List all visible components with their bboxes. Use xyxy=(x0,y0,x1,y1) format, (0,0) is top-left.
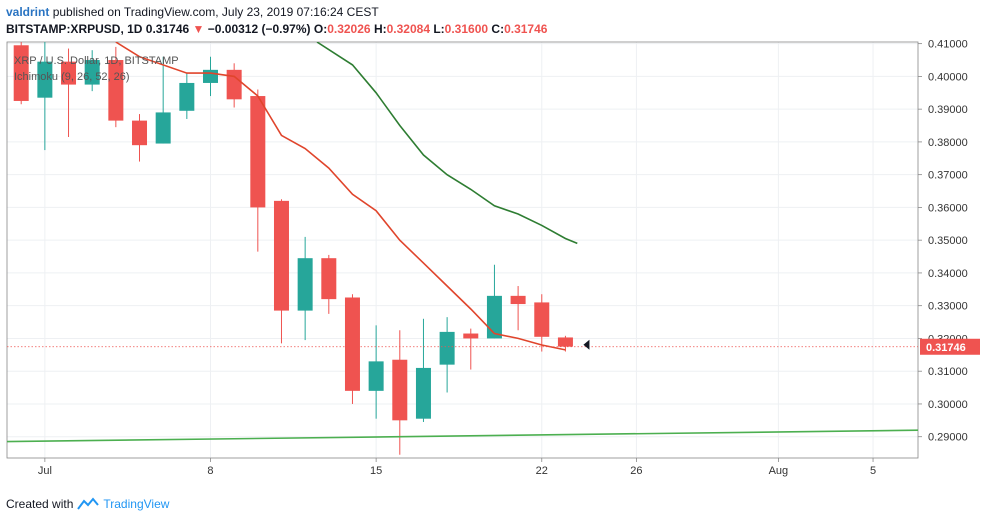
x-tick-label: 22 xyxy=(536,465,548,477)
high-label: H: xyxy=(373,22,387,36)
y-tick-label: 0.39000 xyxy=(928,104,968,116)
open-value: 0.32026 xyxy=(327,22,371,36)
candle-body xyxy=(321,258,337,300)
author-name[interactable]: valdrint xyxy=(6,5,50,19)
candle-body xyxy=(557,337,573,347)
close-label: C: xyxy=(491,22,505,36)
y-tick-label: 0.30000 xyxy=(928,399,968,411)
price-chart[interactable]: 0.41000 0.40000 0.39000 0.38000 0.37000 0.360… xyxy=(0,0,987,490)
low-value: 0.31600 xyxy=(444,22,489,36)
candle-body xyxy=(13,45,29,101)
candle-body xyxy=(486,295,502,339)
last-price: 0.31746 xyxy=(145,22,190,36)
candle-body xyxy=(297,258,313,311)
candle-body xyxy=(534,302,550,337)
footer: Created with TradingView xyxy=(6,497,169,511)
candle-body xyxy=(61,61,77,85)
candle-body xyxy=(132,120,148,146)
x-tick-label: Jul xyxy=(38,465,52,477)
price-change: −0.00312 (−0.97%) xyxy=(207,22,311,36)
candle-body xyxy=(179,82,195,111)
candle-body xyxy=(415,367,431,419)
y-tick-label: 0.37000 xyxy=(928,170,968,182)
candle-body xyxy=(273,200,289,311)
y-tick-label: 0.36000 xyxy=(928,202,968,214)
candle-body xyxy=(202,69,218,83)
candle-body xyxy=(463,333,479,339)
chart-legend-indicator: Ichimoku (9, 26, 52, 26) xyxy=(14,71,130,83)
y-tick-label: 0.34000 xyxy=(928,268,968,280)
conversion-line xyxy=(115,42,566,351)
candle-body xyxy=(84,60,100,85)
trend-line xyxy=(7,429,918,443)
x-tick-label: 15 xyxy=(370,465,382,477)
publish-info: valdrint published on TradingView.com, J… xyxy=(6,5,379,19)
y-tick-label: 0.38000 xyxy=(928,137,968,149)
open-label: O: xyxy=(313,22,328,36)
high-value: 0.32084 xyxy=(386,22,430,36)
candle-body xyxy=(439,331,455,365)
candle-body xyxy=(108,60,124,121)
tradingview-logo-icon xyxy=(77,497,100,510)
candle-body xyxy=(155,112,171,144)
y-tick-label: 0.29000 xyxy=(928,432,968,444)
y-tick-label: 0.41000 xyxy=(928,39,968,51)
x-tick-label: 8 xyxy=(207,465,213,477)
down-arrow-icon: ▼ xyxy=(192,22,205,36)
plot-frame xyxy=(6,41,919,459)
chart-legend-symbol: XRP / U.S. Dollar, 1D, BITSTAMP xyxy=(14,55,179,67)
low-label: L: xyxy=(433,22,445,36)
candle-body xyxy=(368,361,384,391)
candle-body xyxy=(510,295,526,305)
x-tick-label: Aug xyxy=(769,465,789,477)
candle-body xyxy=(392,359,408,421)
tradingview-brand[interactable]: TradingView xyxy=(103,497,170,511)
published-text: published on TradingView.com, July 23, 2… xyxy=(52,5,379,19)
candle-body xyxy=(250,96,266,208)
x-tick-label: 26 xyxy=(630,465,642,477)
symbol-label: BITSTAMP:XRPUSD, 1D xyxy=(6,22,143,36)
candle-body xyxy=(344,297,360,391)
candle-body xyxy=(37,61,53,98)
y-tick-label: 0.31000 xyxy=(928,366,968,378)
created-with-text: Created with xyxy=(6,497,74,511)
base-line xyxy=(316,42,578,245)
plot-area xyxy=(7,42,918,455)
y-tick-label: 0.40000 xyxy=(928,71,968,83)
close-value: 0.31746 xyxy=(504,22,548,36)
y-tick-label: 0.33000 xyxy=(928,301,968,313)
price-marker-arrow-icon xyxy=(583,339,590,350)
y-tick-label: 0.35000 xyxy=(928,235,968,247)
x-tick-label: 5 xyxy=(870,465,876,477)
candle-body xyxy=(226,69,242,100)
last-price-badge xyxy=(920,338,980,355)
ohlc-info: BITSTAMP:XRPUSD, 1D 0.31746 ▼ −0.00312 (… xyxy=(6,22,547,36)
last-price-label: 0.31746 xyxy=(926,342,966,354)
